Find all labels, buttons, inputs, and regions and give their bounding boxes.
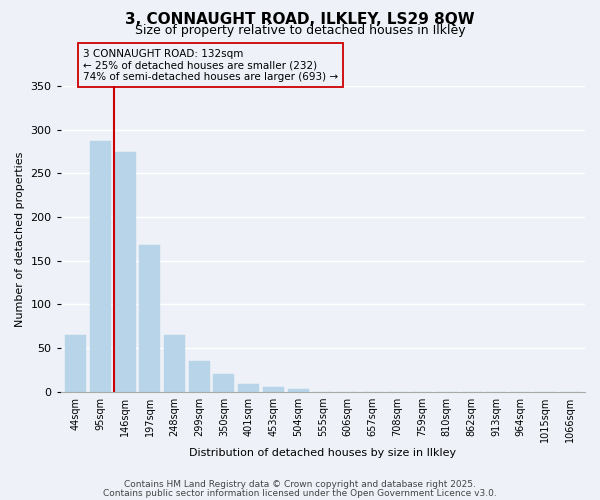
- Bar: [139, 245, 160, 392]
- Bar: [90, 141, 111, 392]
- Bar: [65, 335, 86, 392]
- Bar: [287, 389, 308, 392]
- Bar: [263, 388, 284, 392]
- Text: 3 CONNAUGHT ROAD: 132sqm
← 25% of detached houses are smaller (232)
74% of semi-: 3 CONNAUGHT ROAD: 132sqm ← 25% of detach…: [83, 48, 338, 82]
- X-axis label: Distribution of detached houses by size in Ilkley: Distribution of detached houses by size …: [189, 448, 457, 458]
- Text: Contains HM Land Registry data © Crown copyright and database right 2025.: Contains HM Land Registry data © Crown c…: [124, 480, 476, 489]
- Bar: [238, 384, 259, 392]
- Y-axis label: Number of detached properties: Number of detached properties: [15, 152, 25, 326]
- Bar: [164, 335, 185, 392]
- Text: Size of property relative to detached houses in Ilkley: Size of property relative to detached ho…: [134, 24, 466, 37]
- Bar: [115, 152, 136, 392]
- Bar: [188, 361, 210, 392]
- Text: Contains public sector information licensed under the Open Government Licence v3: Contains public sector information licen…: [103, 488, 497, 498]
- Text: 3, CONNAUGHT ROAD, ILKLEY, LS29 8QW: 3, CONNAUGHT ROAD, ILKLEY, LS29 8QW: [125, 12, 475, 28]
- Bar: [214, 374, 235, 392]
